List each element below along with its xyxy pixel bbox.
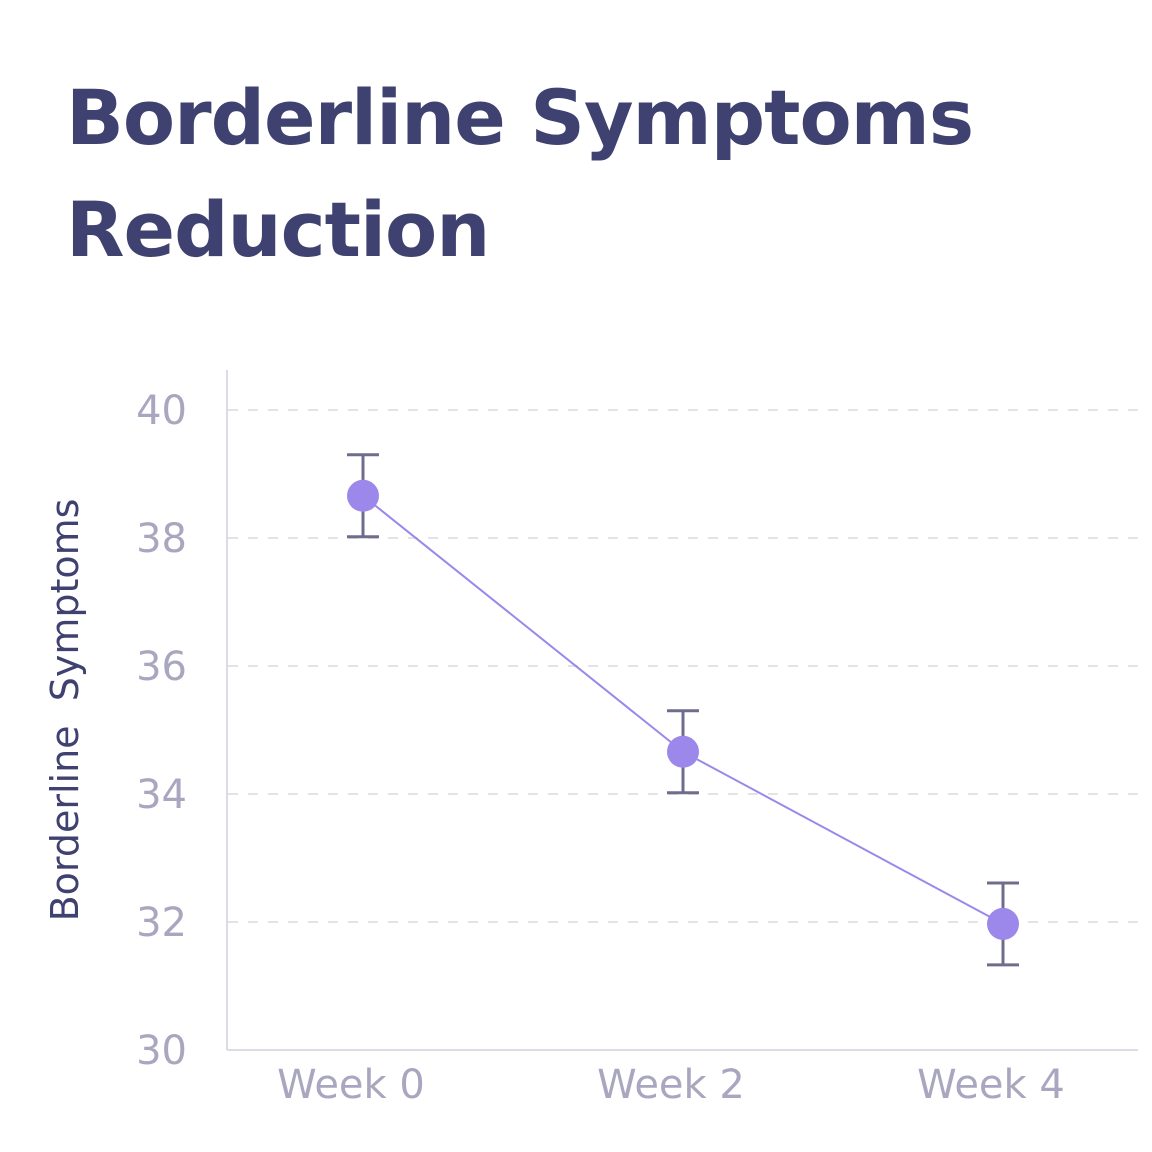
y-axis-label: Borderline Symptoms (43, 499, 87, 922)
data-point (987, 907, 1019, 940)
y-tick-label: 38 (136, 516, 187, 562)
y-tick-label: 34 (136, 772, 187, 818)
y-tick-label: 40 (136, 388, 187, 434)
y-tick-label: 32 (136, 900, 187, 946)
x-tick-label: Week 2 (597, 1062, 745, 1108)
data-point (347, 479, 379, 512)
x-tick-label: Week 4 (917, 1062, 1065, 1108)
data-point (667, 735, 699, 768)
chart-title: Borderline Symptoms Reduction (66, 73, 974, 274)
y-tick-label: 36 (136, 644, 187, 690)
x-tick-label: Week 0 (277, 1062, 425, 1108)
y-tick-label: 30 (136, 1028, 187, 1074)
